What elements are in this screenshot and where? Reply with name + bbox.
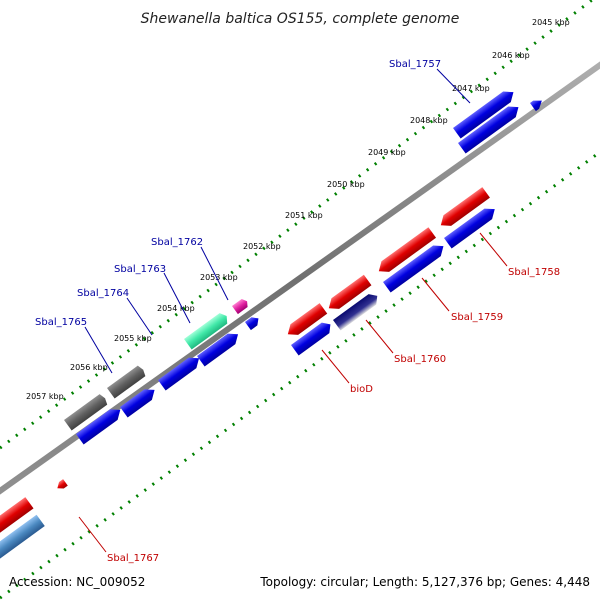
feature-forward[interactable] — [120, 385, 158, 418]
leader-line — [321, 349, 350, 384]
leader-line — [163, 272, 191, 324]
leader-line — [84, 326, 113, 374]
tick-label: 2049 kbp — [368, 148, 406, 157]
gene-label[interactable]: Sbal_1757 — [389, 59, 441, 70]
tick-label: 2057 kbp — [26, 392, 64, 401]
tick-label: 2048 kbp — [410, 116, 448, 125]
map-title: Shewanella baltica OS155, complete genom… — [141, 11, 460, 27]
feature-forward-small[interactable] — [245, 314, 261, 331]
gene-label[interactable]: bioD — [350, 384, 373, 395]
tick-label: 2052 kbp — [243, 242, 281, 251]
gene-label[interactable]: Sbal_1758 — [508, 267, 560, 278]
tick-label: 2054 kbp — [157, 304, 195, 313]
feature-reverse-small[interactable] — [55, 479, 68, 491]
feature-gray[interactable] — [107, 364, 147, 399]
leader-line — [479, 232, 508, 267]
tick-label: 2046 kbp — [492, 51, 530, 60]
gene-label[interactable]: Sbal_1764 — [77, 288, 129, 299]
gene-label[interactable]: Sbal_1765 — [35, 317, 87, 328]
tick-label: 2047 kbp — [452, 84, 490, 93]
feature-forward[interactable] — [453, 87, 517, 139]
leader-line — [421, 277, 450, 312]
tick-label: 2055 kbp — [114, 334, 152, 343]
feature-reverse[interactable] — [325, 274, 372, 314]
accession-text: Accession: NC_009052 — [9, 575, 145, 589]
feature-reverse[interactable] — [375, 227, 437, 276]
tick-label: 2045 kbp — [532, 18, 570, 27]
feature-forward[interactable] — [158, 353, 203, 391]
label-leaders — [78, 68, 508, 553]
feature-reverse[interactable] — [437, 187, 490, 230]
feature-forward[interactable] — [197, 329, 242, 367]
leader-line — [436, 68, 471, 104]
tick-labels: 2045 kbp 2046 kbp 2047 kbp 2048 kbp 2049… — [26, 18, 570, 401]
feature-navy[interactable] — [333, 291, 381, 331]
feature-reverse[interactable] — [284, 303, 328, 339]
gene-labels: Sbal_1757 Sbal_1762 Sbal_1763 Sbal_1764 … — [35, 59, 560, 564]
feature-green[interactable] — [184, 311, 230, 350]
leader-line — [126, 297, 153, 336]
leader-line — [200, 246, 229, 301]
gene-label[interactable]: Sbal_1767 — [107, 553, 159, 564]
feature-magenta[interactable] — [232, 297, 250, 315]
genome-summary-text: Topology: circular; Length: 5,127,376 bp… — [259, 575, 590, 589]
feature-forward[interactable] — [383, 241, 447, 293]
feature-steel[interactable] — [0, 514, 45, 562]
feature-forward[interactable] — [444, 204, 499, 249]
leader-line — [365, 319, 394, 354]
gene-label[interactable]: Sbal_1759 — [451, 312, 503, 323]
feature-reverse[interactable] — [0, 497, 34, 541]
tick-label: 2050 kbp — [327, 180, 365, 189]
feature-forward[interactable] — [291, 319, 334, 356]
forward-strand-features — [64, 87, 545, 445]
tick-label: 2053 kbp — [200, 273, 238, 282]
tick-label: 2056 kbp — [70, 363, 108, 372]
feature-forward[interactable] — [76, 405, 124, 445]
tick-label: 2051 kbp — [285, 211, 323, 220]
gene-label[interactable]: Sbal_1762 — [151, 237, 203, 248]
gene-label[interactable]: Sbal_1760 — [394, 354, 446, 365]
gene-label[interactable]: Sbal_1763 — [114, 264, 166, 275]
leader-line — [78, 516, 107, 553]
feature-forward-small[interactable] — [530, 97, 545, 112]
reverse-strand-features — [0, 187, 499, 562]
outer-tick-track — [0, 0, 595, 450]
feature-forward[interactable] — [458, 102, 522, 154]
feature-gray[interactable] — [64, 393, 109, 431]
